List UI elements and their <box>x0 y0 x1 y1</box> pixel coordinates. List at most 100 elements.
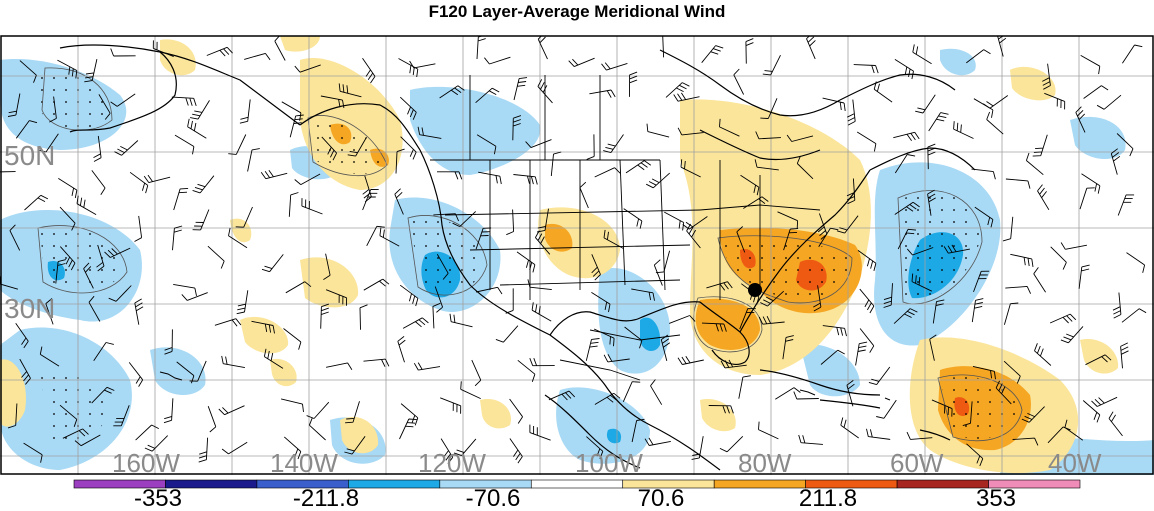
wind-barb <box>93 135 102 162</box>
wind-barb <box>594 392 621 405</box>
wind-barb <box>513 174 538 185</box>
wind-barb <box>1032 134 1048 157</box>
wind-barb <box>394 188 404 215</box>
wind-barb <box>760 98 778 119</box>
wind-barb <box>59 246 76 271</box>
wind-barb <box>915 94 936 114</box>
wind-barb <box>91 386 115 404</box>
wind-barb <box>1037 184 1050 211</box>
wind-barb <box>777 211 799 229</box>
wind-barb <box>24 194 49 211</box>
lat-label-50n: 50N <box>4 140 55 171</box>
wind-barb <box>288 192 299 217</box>
colorbar-swatches <box>73 479 1081 489</box>
map-frame <box>0 35 1154 475</box>
wind-barb <box>400 136 417 160</box>
wind-barb <box>344 436 366 455</box>
wind-barb <box>345 401 360 424</box>
wind-barb <box>813 285 822 312</box>
wind-barb <box>1002 216 1014 242</box>
wind-barb <box>1079 187 1095 210</box>
wind-barb <box>440 397 462 414</box>
contour-lines <box>37 67 1023 442</box>
wind-barb <box>228 227 248 249</box>
wind-barb <box>586 134 595 160</box>
wind-barb <box>235 206 253 228</box>
wind-barb <box>289 114 304 138</box>
wind-barb <box>516 251 536 273</box>
wind-barb <box>399 96 417 120</box>
wind-barb <box>321 136 338 161</box>
storm-center-marker <box>748 283 762 297</box>
wind-barb <box>818 227 839 248</box>
wind-barb <box>402 317 429 329</box>
wind-barb <box>585 338 600 361</box>
wind-barb <box>739 308 756 330</box>
wind-barb <box>96 244 105 272</box>
lon-label-160w: 160W <box>112 448 180 475</box>
wind-barb <box>143 174 171 184</box>
wind-barb <box>59 404 78 427</box>
wind-barb <box>662 36 665 58</box>
wind-barb <box>906 247 934 256</box>
wind-barb <box>677 355 704 365</box>
wind-barb <box>362 175 372 203</box>
wind-barb <box>173 283 197 296</box>
wind-barb <box>62 428 89 439</box>
lat-lon-grid <box>0 36 1154 475</box>
wind-barb <box>1025 152 1044 176</box>
wind-barb <box>173 187 189 211</box>
wind-barb <box>244 52 271 61</box>
wind-barb <box>1117 194 1135 216</box>
wind-barb <box>859 328 875 353</box>
wind-barbs <box>0 36 1147 467</box>
wind-barb <box>719 118 740 137</box>
wind-barb <box>855 341 868 366</box>
wind-barb <box>738 375 751 399</box>
wind-barb <box>623 208 643 229</box>
coastlines <box>59 44 976 471</box>
wind-barb <box>983 95 1009 109</box>
wind-barb <box>9 224 21 251</box>
wind-barb <box>362 58 376 84</box>
wind-barb <box>198 437 209 463</box>
wind-barb <box>1085 354 1112 366</box>
wind-barb <box>820 349 845 365</box>
wind-barb <box>325 289 348 306</box>
wind-barb <box>228 134 247 155</box>
wind-barb <box>972 365 996 380</box>
wind-barb <box>475 227 492 250</box>
wind-barb <box>475 87 500 104</box>
wind-barb <box>686 223 701 249</box>
wind-barb <box>437 171 463 180</box>
islands <box>159 371 891 401</box>
wind-barb <box>760 290 785 307</box>
wind-barb <box>294 173 321 185</box>
wind-barb <box>247 148 260 172</box>
wind-barb <box>1122 44 1143 64</box>
wind-barb <box>846 99 856 126</box>
wind-barb <box>962 401 973 427</box>
wind-barb <box>1112 292 1122 319</box>
wind-barb <box>527 279 552 291</box>
wind-barb <box>846 178 856 205</box>
wind-barb <box>280 398 304 413</box>
wind-barb <box>478 171 502 185</box>
wind-barb <box>1050 246 1067 270</box>
colorbar-swatch <box>988 479 1081 489</box>
meridional-wind-map: 50N 30N 160W 140W 120W 100W 80W 60W 40W <box>0 35 1154 475</box>
wind-barb <box>172 225 183 251</box>
wind-barb <box>362 189 379 211</box>
wind-barb <box>897 228 917 250</box>
wind-barb <box>129 171 149 194</box>
wind-barb <box>943 244 970 254</box>
wind-barb <box>379 227 400 247</box>
wind-barb <box>1060 326 1084 344</box>
wind-barb <box>0 171 16 173</box>
wind-barb <box>263 348 284 369</box>
wind-barb <box>1034 343 1052 366</box>
wind-barb <box>629 71 638 97</box>
wind-barb <box>568 57 595 68</box>
wind-barb <box>476 286 503 295</box>
wind-barb <box>338 83 362 98</box>
